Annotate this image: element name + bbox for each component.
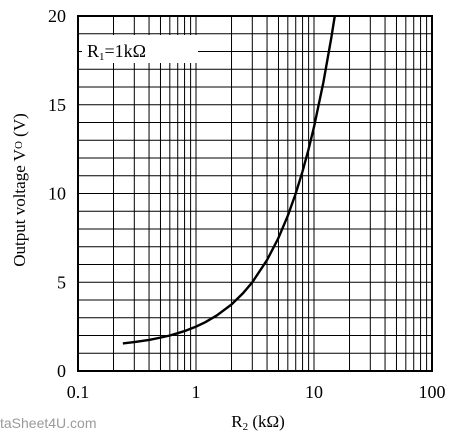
y-tick-label: 5 [57,272,66,292]
plot-frame [77,15,433,372]
annotation-r1: R1=1kΩ [87,41,146,63]
grid-lines [78,16,432,371]
y-tick-label: 20 [48,6,66,26]
watermark: taSheet4U.com [0,415,97,431]
x-tick-labels: 0.1 1 10 100 [67,382,446,402]
y-tick-label: 0 [57,361,66,381]
x-tick-label: 0.1 [67,382,90,402]
annotation-box [82,35,198,63]
x-axis-label: R2 (kΩ) [231,412,285,432]
y-tick-labels: 0 5 10 15 20 [48,6,66,381]
y-tick-label: 10 [48,184,66,204]
x-tick-label: 100 [419,382,446,402]
y-axis-label: Output voltage VO (V) [10,113,29,267]
x-tick-label: 1 [192,382,201,402]
x-tick-label: 10 [305,382,323,402]
series-line [122,15,336,345]
y-tick-label: 15 [48,95,66,115]
